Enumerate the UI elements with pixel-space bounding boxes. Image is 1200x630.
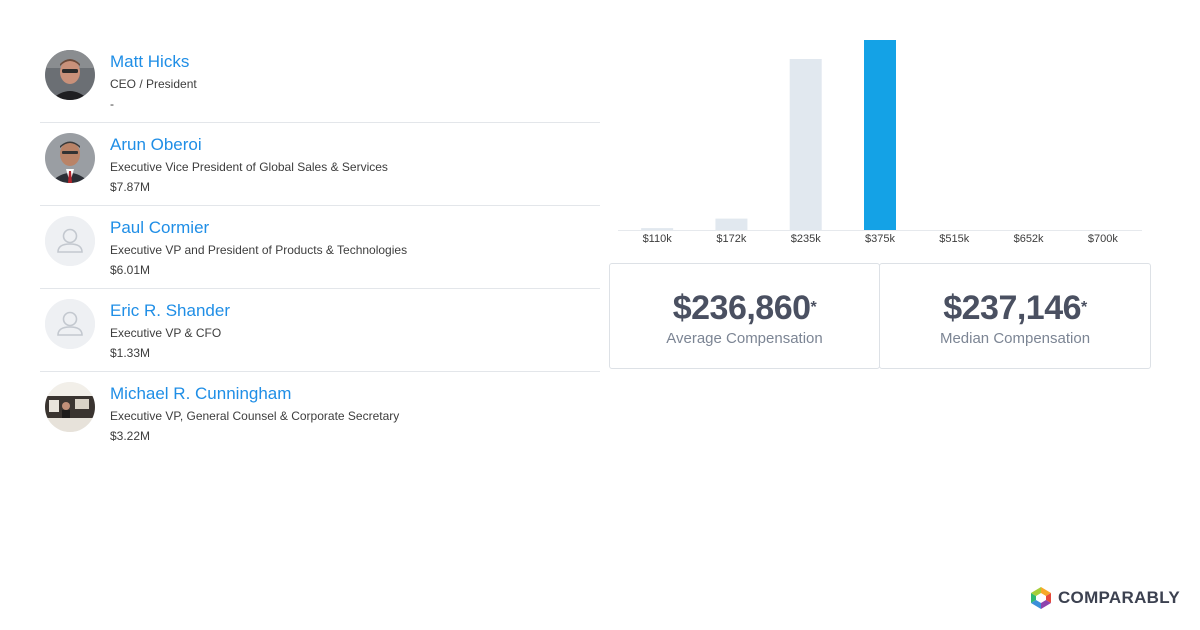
x-tick-label: $110k [643, 233, 673, 245]
executive-row[interactable]: Matt Hicks CEO / President - [40, 40, 600, 123]
x-tick-label: $652k [1014, 233, 1044, 245]
executive-title: CEO / President [110, 77, 197, 91]
executive-list: Matt Hicks CEO / President - Arun Oberoi… [40, 40, 600, 455]
x-tick-label: $375k [865, 233, 895, 245]
median-compensation-card: $237,146* Median Compensation [879, 263, 1151, 369]
executive-title: Executive VP, General Counsel & Corporat… [110, 409, 400, 423]
executive-compensation: - [110, 97, 114, 111]
executive-name-link[interactable]: Eric R. Shander [110, 301, 230, 320]
histogram-bar[interactable] [641, 228, 674, 230]
executive-title: Executive Vice President of Global Sales… [110, 160, 388, 174]
median-compensation-value: $237,146* [880, 288, 1150, 328]
compensation-histogram: $110k $172k $235k $375k $515k $652k $700k [610, 30, 1150, 255]
avatar[interactable] [45, 216, 95, 266]
executive-compensation: $7.87M [110, 180, 151, 194]
avatar[interactable] [45, 133, 95, 183]
histogram-bar[interactable] [715, 218, 748, 230]
executive-name-link[interactable]: Paul Cormier [110, 218, 210, 237]
avatar[interactable] [45, 382, 95, 432]
user-placeholder-icon [45, 216, 95, 266]
x-tick-label: $515k [939, 233, 969, 245]
executive-compensation: $6.01M [110, 263, 151, 277]
executive-title: Executive VP and President of Products &… [110, 243, 408, 257]
executive-title: Executive VP & CFO [110, 326, 222, 340]
comparably-logo-icon [1030, 587, 1051, 609]
histogram-bar[interactable] [789, 59, 822, 230]
person-photo-icon [45, 382, 95, 432]
comparably-logo[interactable]: COMPARABLY [1029, 586, 1180, 610]
avatar[interactable] [45, 299, 95, 349]
executive-name-link[interactable]: Michael R. Cunningham [110, 384, 292, 403]
executive-name-link[interactable]: Matt Hicks [110, 52, 190, 71]
user-placeholder-icon [45, 299, 95, 349]
histogram-bar[interactable] [864, 40, 896, 230]
brand-name: COMPARABLY [1057, 588, 1180, 607]
x-tick-label: $700k [1088, 233, 1118, 245]
avatar[interactable] [45, 50, 95, 100]
x-tick-label: $235k [791, 233, 821, 245]
average-compensation-card: $236,860* Average Compensation [609, 263, 880, 369]
executive-row[interactable]: Michael R. Cunningham Executive VP, Gene… [40, 372, 600, 455]
histogram-svg: $110k $172k $235k $375k $515k $652k $700k [618, 40, 1142, 245]
footnote-mark: * [810, 299, 817, 316]
executive-compensation: $3.22M [110, 429, 151, 443]
executive-row[interactable]: Arun Oberoi Executive Vice President of … [40, 123, 600, 206]
average-value-text: $236,860 [672, 289, 811, 327]
average-compensation-label: Average Compensation [666, 330, 823, 347]
x-tick-label: $172k [716, 233, 746, 245]
average-compensation-value: $236,860* [610, 288, 879, 328]
median-value-text: $237,146 [943, 289, 1082, 327]
executive-compensation: $1.33M [110, 346, 151, 360]
person-photo-icon [45, 133, 95, 183]
executive-row[interactable]: Paul Cormier Executive VP and President … [40, 206, 600, 289]
footnote-mark: * [1081, 299, 1087, 316]
executive-row[interactable]: Eric R. Shander Executive VP & CFO $1.33… [40, 289, 600, 372]
median-compensation-label: Median Compensation [939, 330, 1091, 347]
executive-name-link[interactable]: Arun Oberoi [110, 135, 202, 154]
person-photo-icon [45, 50, 95, 100]
